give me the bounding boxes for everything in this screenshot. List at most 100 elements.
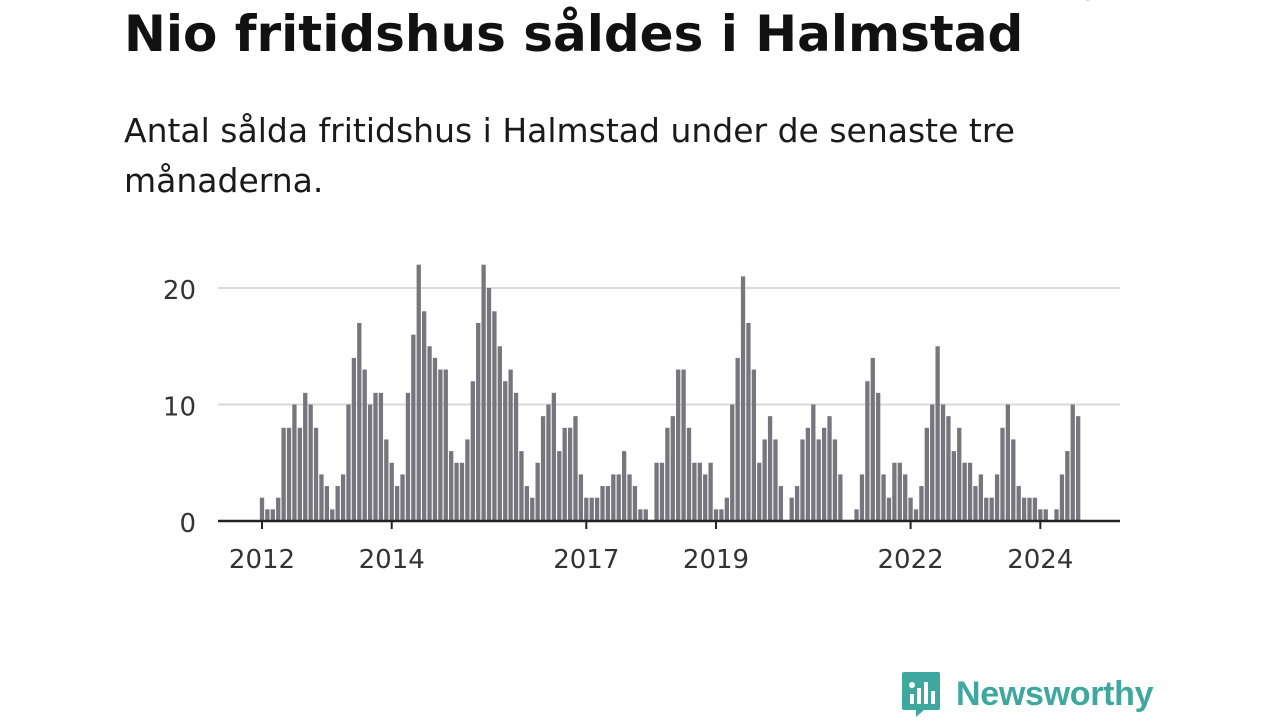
- bar: [384, 439, 389, 521]
- bar: [903, 474, 908, 521]
- bar: [443, 369, 448, 521]
- bar: [719, 509, 724, 521]
- bar: [519, 451, 524, 521]
- bar: [540, 416, 546, 521]
- x-tick-label: 2014: [359, 545, 425, 575]
- bar: [800, 439, 805, 521]
- bar: [892, 462, 897, 521]
- bar: [713, 509, 719, 521]
- bar: [530, 497, 535, 521]
- bar: [681, 369, 686, 521]
- bar: [735, 357, 740, 521]
- bar: [951, 451, 956, 521]
- x-tick-label: 2019: [683, 545, 749, 575]
- bar: [497, 346, 502, 521]
- bar: [1000, 427, 1005, 521]
- bar: [789, 497, 794, 521]
- bar: [740, 276, 746, 521]
- bar: [416, 264, 421, 521]
- bar: [551, 392, 557, 521]
- bar: [811, 404, 816, 521]
- bar: [865, 381, 870, 521]
- bar: [281, 427, 286, 521]
- bar: [405, 392, 411, 521]
- bar: [513, 392, 519, 521]
- bar: [827, 416, 832, 521]
- bar: [940, 404, 946, 521]
- bar: [778, 486, 784, 521]
- bar: [621, 451, 627, 521]
- highlight-data-label: 9: [1081, 0, 1098, 7]
- bar: [1032, 497, 1038, 521]
- y-tick-label: 20: [163, 276, 196, 306]
- bar: [400, 474, 405, 521]
- bar: [486, 288, 492, 521]
- bar: [605, 486, 611, 521]
- bar: [1038, 509, 1043, 521]
- bar: [357, 322, 362, 521]
- bar: [632, 486, 638, 521]
- bar: [627, 474, 632, 521]
- bar: [962, 462, 967, 521]
- bar: [773, 439, 778, 521]
- bar: [259, 497, 265, 521]
- bar: [340, 474, 346, 521]
- bar: [994, 474, 1000, 521]
- bar: [746, 322, 751, 521]
- bar: [1076, 416, 1081, 521]
- bar: [286, 427, 292, 521]
- x-tick-label: 2017: [553, 545, 619, 575]
- bar: [503, 381, 508, 521]
- y-tick-label: 0: [179, 509, 196, 539]
- bar: [1043, 509, 1048, 521]
- bar: [324, 486, 330, 521]
- bar: [692, 462, 697, 521]
- bar: [659, 462, 665, 521]
- bar: [611, 474, 616, 521]
- bar: [276, 497, 281, 521]
- bar: [535, 462, 540, 521]
- bar-chart: 0 10 20 2012 2014 2017 2019 2022 2024 9: [163, 0, 1120, 575]
- bar: [589, 497, 594, 521]
- bar: [330, 509, 335, 521]
- bar: [470, 381, 475, 521]
- bar: [821, 427, 827, 521]
- bar: [638, 509, 643, 521]
- bar: [1054, 509, 1059, 521]
- bar: [1016, 486, 1021, 521]
- bar: [346, 404, 351, 521]
- bar: [303, 392, 308, 521]
- bar: [389, 462, 394, 521]
- bar: [492, 311, 497, 521]
- bar: [751, 369, 757, 521]
- bar: [1005, 404, 1011, 521]
- bar: [886, 497, 892, 521]
- bar: [670, 416, 675, 521]
- bar: [697, 462, 702, 521]
- bar: [973, 486, 978, 521]
- bar: [432, 357, 438, 521]
- bar: [449, 451, 454, 521]
- bar: [978, 474, 984, 521]
- bar: [1027, 497, 1032, 521]
- bar: [794, 486, 800, 521]
- bar: [578, 474, 584, 521]
- bar: [265, 509, 270, 521]
- bar: [562, 427, 567, 521]
- bar: [481, 264, 486, 521]
- bar: [362, 369, 367, 521]
- bar: [870, 357, 875, 521]
- bar: [816, 439, 821, 521]
- bar: [454, 462, 459, 521]
- bar: [832, 439, 838, 521]
- bar: [989, 497, 994, 521]
- bar: [378, 392, 384, 521]
- bar: [557, 451, 562, 521]
- bar: [1011, 439, 1016, 521]
- bar: [908, 497, 913, 521]
- bar: [351, 357, 357, 521]
- bar: [335, 486, 340, 521]
- bar: [411, 334, 416, 521]
- bar: [730, 404, 735, 521]
- chart-title: Nio fritidshus såldes i Halmstad: [124, 5, 1024, 63]
